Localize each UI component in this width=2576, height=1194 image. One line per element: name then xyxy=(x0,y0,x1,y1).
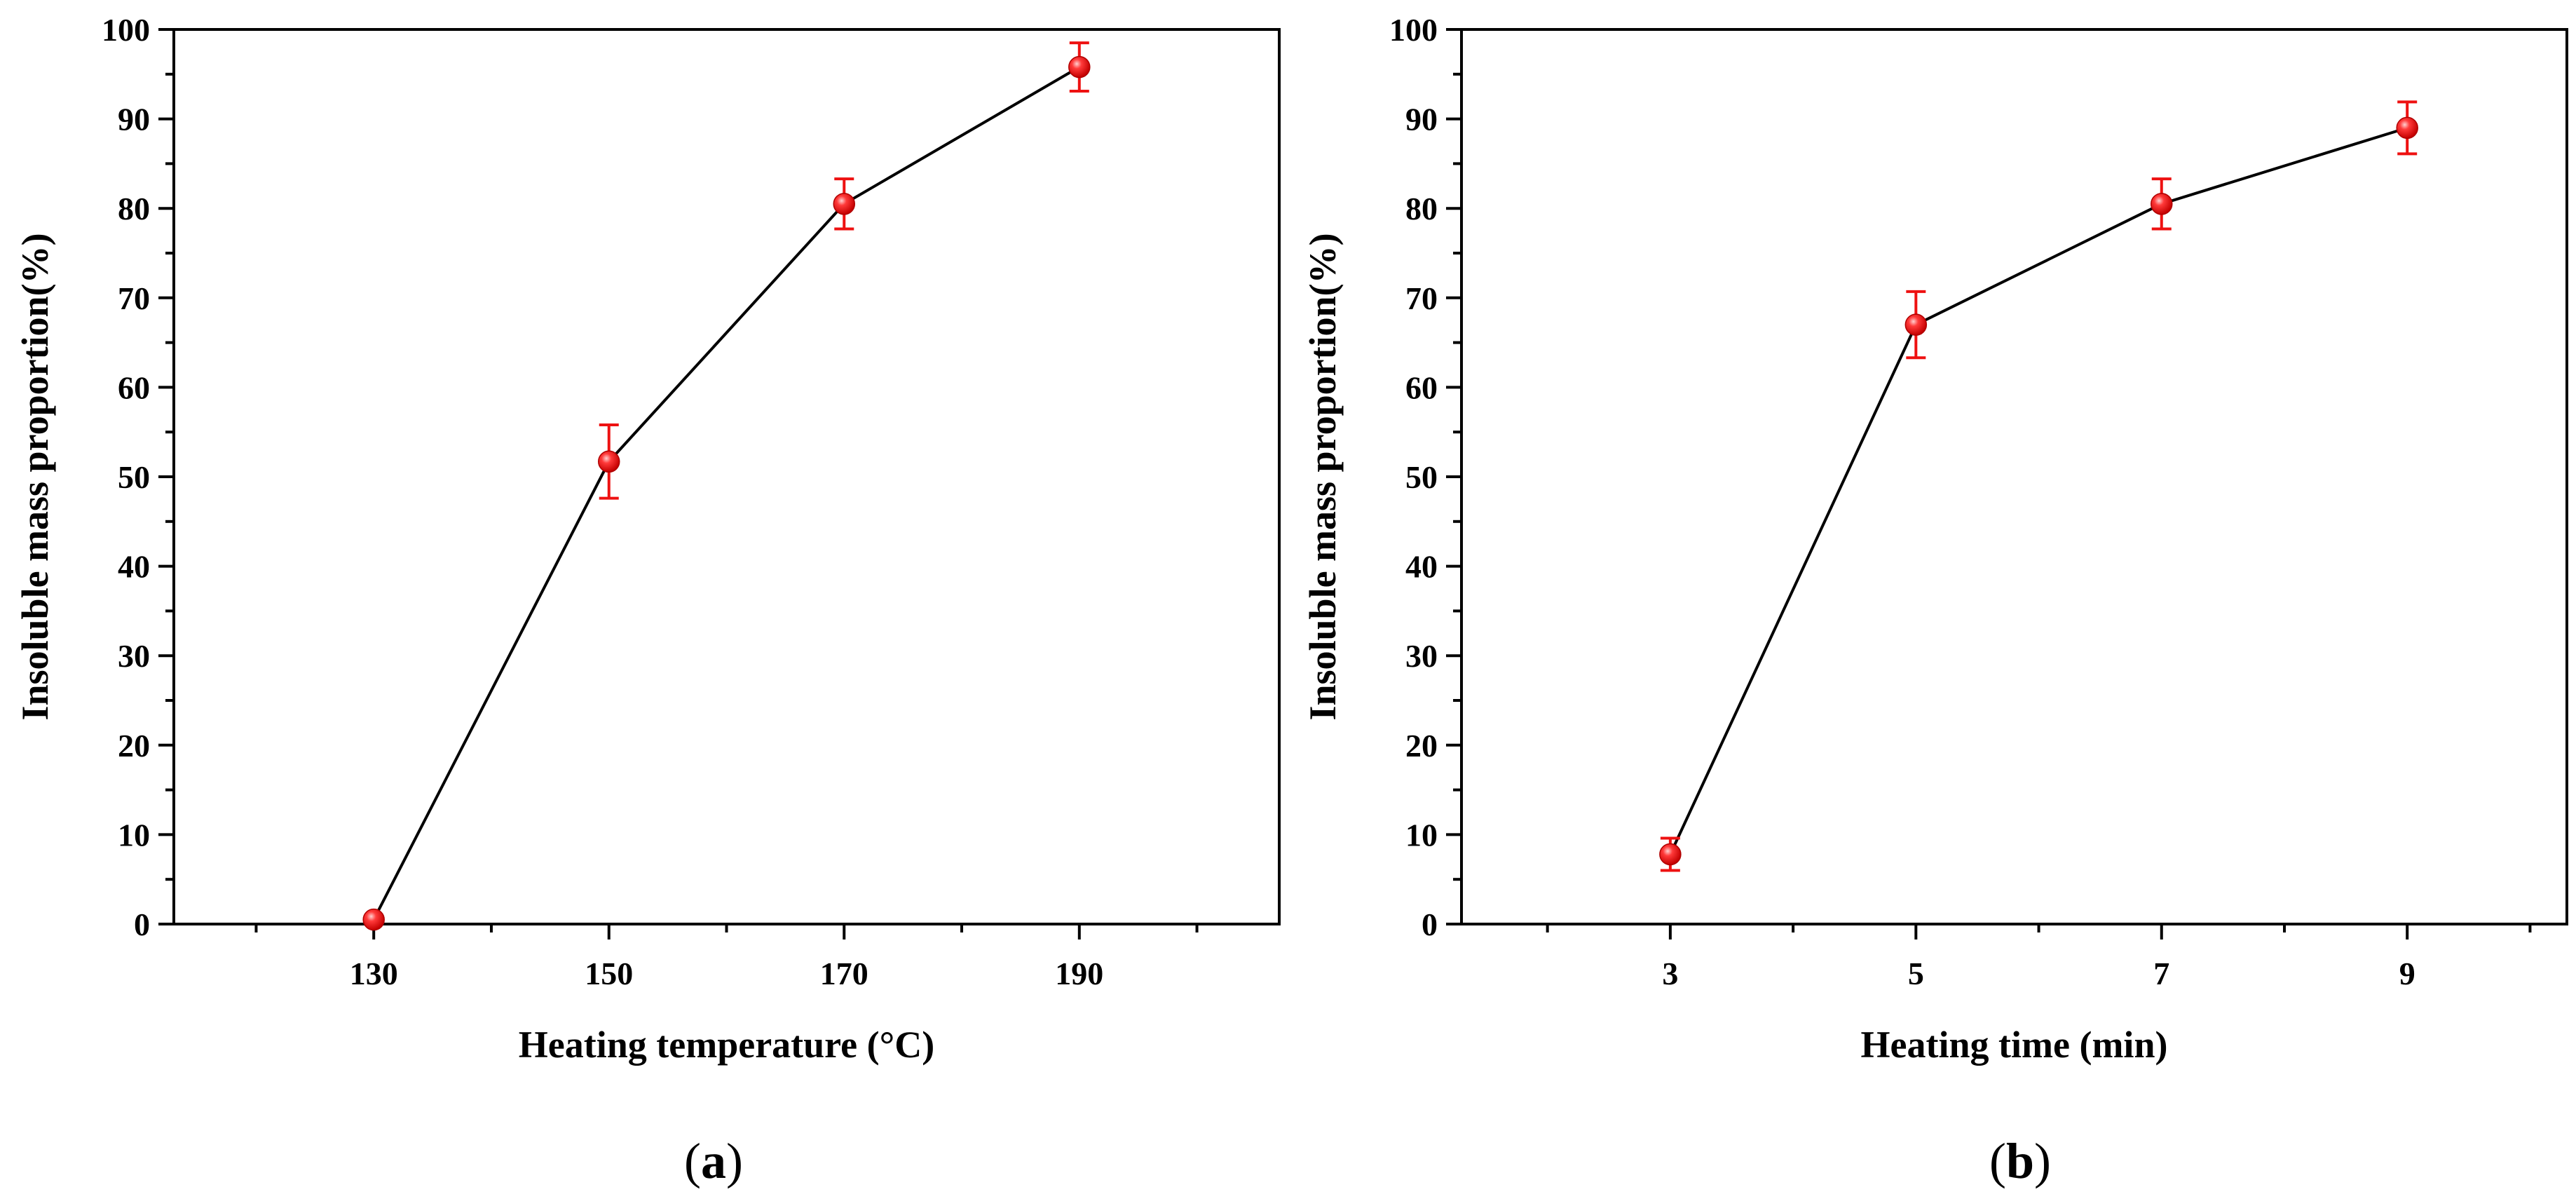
y-tick-label: 70 xyxy=(118,280,150,316)
x-tick-label: 9 xyxy=(2399,956,2415,991)
data-point xyxy=(2151,193,2173,215)
x-tick-label: 190 xyxy=(1055,956,1103,991)
series-line xyxy=(1669,126,2408,855)
y-tick-label: 60 xyxy=(1405,369,1438,405)
x-tick-label: 170 xyxy=(820,956,868,991)
y-tick-label: 80 xyxy=(118,191,150,226)
y-tick-label: 80 xyxy=(1405,191,1438,226)
y-axis-title: Insoluble mass proportion(%) xyxy=(14,233,56,720)
y-tick-label: 90 xyxy=(1405,102,1438,137)
panel-label-close: ) xyxy=(726,1133,743,1189)
y-tick-label: 50 xyxy=(118,459,150,495)
x-tick-label: 130 xyxy=(350,956,398,991)
plot-frame xyxy=(172,28,1281,925)
data-point xyxy=(2396,116,2418,140)
panel-a: 0 10 20 30 40 50 60 70 80 90 100 130 150 170 190 Heatin… xyxy=(14,12,1281,1189)
y-tick-label: 30 xyxy=(118,638,150,674)
data-point xyxy=(1904,313,1928,336)
y-tick-label: 20 xyxy=(1405,728,1438,764)
data-point xyxy=(597,450,620,473)
x-axis-title: Heating temperature (°C) xyxy=(519,1024,934,1066)
y-tick-label: 60 xyxy=(118,369,150,405)
panel-label-letter: b xyxy=(2006,1133,2034,1189)
y-tick-label: 100 xyxy=(102,12,150,48)
data-point xyxy=(833,193,856,215)
y-tick-label: 0 xyxy=(1422,907,1438,942)
y-tick-label: 10 xyxy=(1405,817,1438,853)
data-point xyxy=(1659,843,1682,866)
panel-label-open: ( xyxy=(684,1133,701,1189)
panel-label-letter: a xyxy=(701,1133,726,1189)
y-tick-label: 10 xyxy=(118,817,150,853)
panel-b: 0 10 20 30 40 50 60 70 80 90 100 3 5 7 9 Heating time (… xyxy=(1302,12,2568,1189)
panel-label-open: ( xyxy=(1989,1133,2006,1189)
y-tick-label: 20 xyxy=(118,728,150,764)
y-tick-label: 0 xyxy=(134,907,150,942)
y-tick-label: 70 xyxy=(1405,280,1438,316)
plot-frame xyxy=(1460,28,2568,925)
y-tick-label: 30 xyxy=(1405,638,1438,674)
y-tick-label: 40 xyxy=(118,549,150,585)
y-tick-label: 40 xyxy=(1405,549,1438,585)
x-tick-label: 3 xyxy=(1662,956,1678,991)
y-tick-label: 90 xyxy=(118,102,150,137)
y-tick-label: 50 xyxy=(1405,459,1438,495)
y-tick-label: 100 xyxy=(1389,12,1438,48)
data-point xyxy=(362,908,385,931)
panel-label: (b) xyxy=(1989,1133,2051,1189)
x-tick-label: 7 xyxy=(2153,956,2169,991)
x-tick-label: 150 xyxy=(585,956,633,991)
series-line xyxy=(372,65,1080,921)
panel-label-close: ) xyxy=(2034,1133,2051,1189)
panel-label: (a) xyxy=(684,1133,743,1189)
x-axis-title: Heating time (min) xyxy=(1861,1024,2168,1066)
data-point xyxy=(1068,55,1091,79)
x-tick-label: 5 xyxy=(1908,956,1924,991)
y-axis-title: Insoluble mass proportion(%) xyxy=(1302,233,1344,720)
